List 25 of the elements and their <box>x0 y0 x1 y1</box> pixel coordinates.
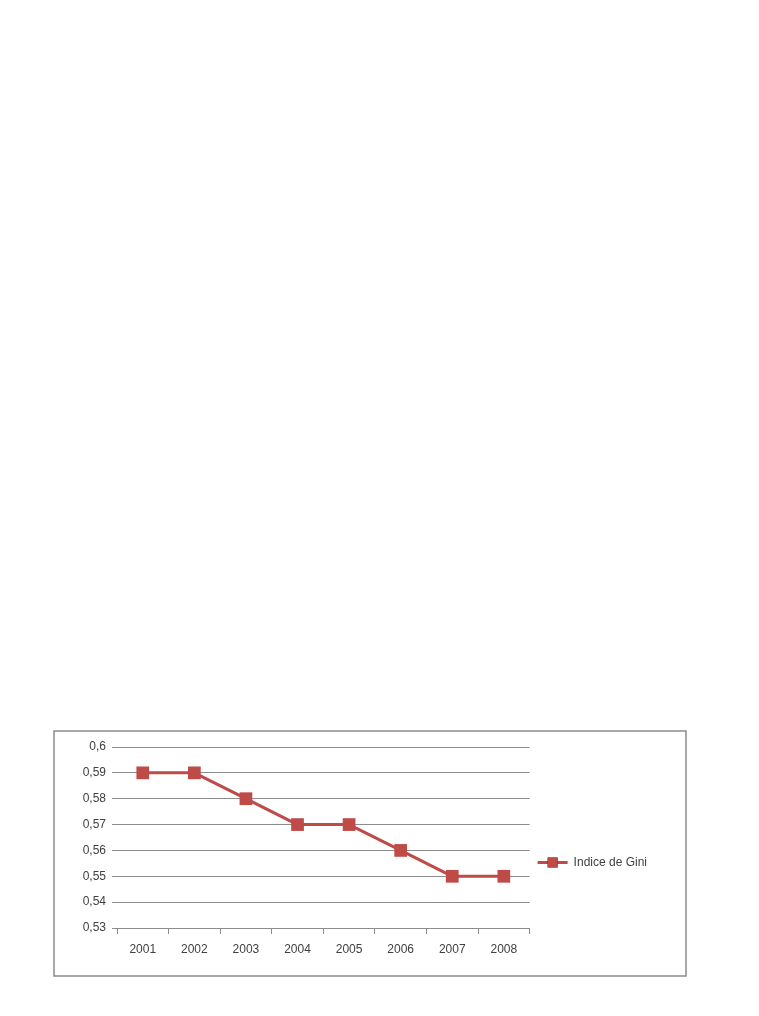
point <box>291 818 304 831</box>
point <box>445 869 459 883</box>
x-tick-label: 2003 <box>232 941 260 956</box>
x-tick-label: 2004 <box>284 941 312 956</box>
y-tick-label: 0,58 <box>82 791 107 806</box>
y-tick-label: 0,53 <box>82 920 107 935</box>
point <box>136 766 150 780</box>
point <box>239 792 253 806</box>
point <box>394 844 408 857</box>
y-tick-label: 0,54 <box>82 894 107 909</box>
y-tick-label: 0,57 <box>82 816 107 831</box>
y-tick-label: 0,56 <box>82 842 107 857</box>
y-tick-label: 0,55 <box>82 868 107 883</box>
point <box>188 766 201 780</box>
x-tick-label: 2001 <box>129 941 157 956</box>
x-tick-label: 2007 <box>438 941 466 956</box>
legend-label: Indice de Gini <box>573 854 648 869</box>
point <box>497 869 511 883</box>
y-tick-label: 0,59 <box>82 765 107 780</box>
x-tick-label: 2002 <box>181 941 209 956</box>
x-tick-label: 2008 <box>490 941 518 956</box>
x-tick-label: 2005 <box>335 941 363 956</box>
point <box>342 818 356 831</box>
y-tick-label: 0,6 <box>89 739 107 754</box>
x-tick-label: 2006 <box>387 941 415 956</box>
